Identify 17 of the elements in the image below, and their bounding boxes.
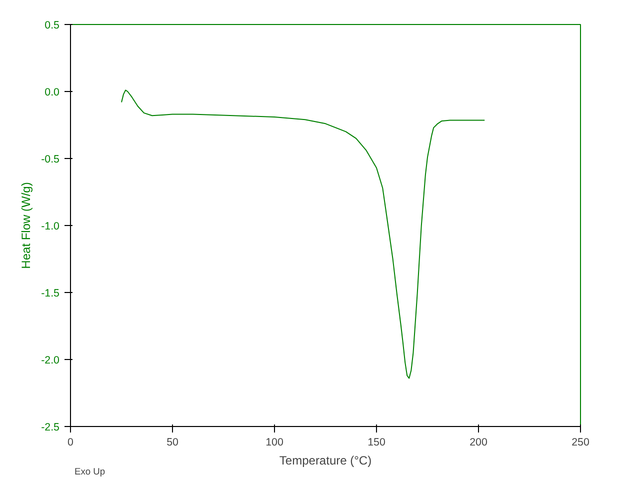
line-series [121, 90, 486, 379]
y-tick-label: 0.5 [44, 20, 60, 32]
text: Exo Up [74, 466, 106, 476]
x-tick-label: 0 [68, 436, 74, 448]
x-tick-label: 100 [266, 436, 284, 448]
y-tick-label: -0.5 [41, 154, 60, 166]
y-tick-label: -2.0 [41, 354, 60, 366]
x-tick-label: 50 [166, 436, 178, 448]
x-axis-title: Temperature (°C) [279, 454, 372, 468]
y-axis-title: Heat Flow (W/g) [19, 182, 34, 269]
x-tick-label: 150 [368, 436, 386, 448]
y-tick-label: -1.5 [41, 288, 60, 300]
y-tick-label: 0.0 [44, 86, 60, 98]
y-tick-label: -1.0 [41, 220, 60, 232]
x-tick-label: 200 [470, 436, 488, 448]
y-tick-label: -2.5 [41, 422, 60, 434]
x-tick-label: 250 [572, 436, 590, 448]
